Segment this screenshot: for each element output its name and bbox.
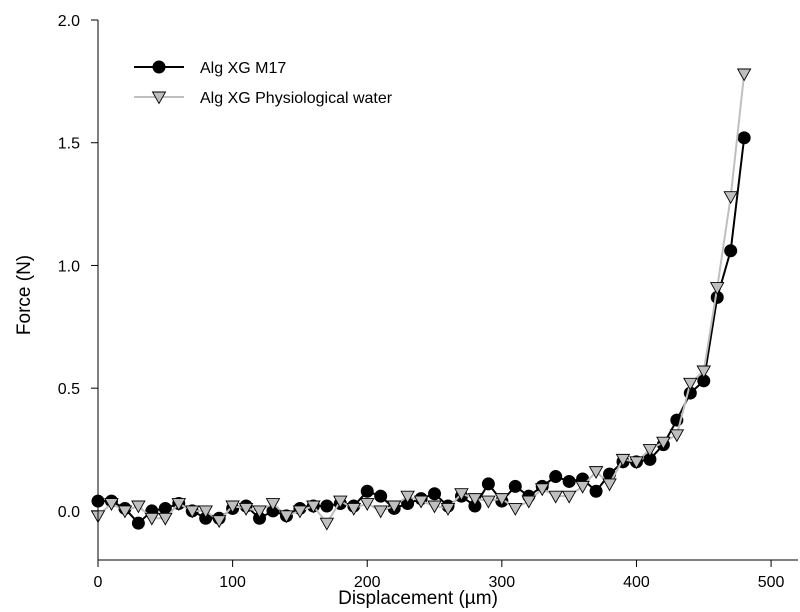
data-point bbox=[642, 444, 658, 457]
data-point bbox=[724, 244, 738, 258]
legend-entry: Alg XG Physiological water bbox=[134, 90, 393, 107]
data-point bbox=[400, 490, 415, 504]
x-tick-label: 500 bbox=[758, 574, 785, 591]
x-axis-label: Displacement (µm) bbox=[338, 588, 498, 609]
data-point bbox=[481, 477, 495, 491]
data-point bbox=[158, 512, 173, 526]
data-point bbox=[562, 474, 576, 488]
data-point bbox=[144, 512, 160, 526]
data-point bbox=[683, 377, 698, 391]
data-point bbox=[723, 191, 738, 205]
data-point bbox=[184, 505, 200, 519]
data-point bbox=[454, 488, 469, 502]
axes: 0 100 200 300 400 500 0.0 0.5 1.0 1.5 2.0 bbox=[58, 13, 798, 591]
y-tick-label: 1.5 bbox=[58, 136, 80, 153]
x-tick-label: 200 bbox=[354, 574, 381, 591]
data-point bbox=[346, 503, 362, 516]
data-point bbox=[428, 487, 442, 501]
data-point bbox=[736, 68, 752, 82]
data-point bbox=[548, 490, 563, 504]
data-point bbox=[737, 131, 751, 145]
data-point bbox=[292, 505, 308, 519]
data-point bbox=[360, 484, 374, 498]
legend-label: Alg XG M17 bbox=[200, 60, 286, 77]
data-point bbox=[238, 503, 254, 516]
series-1 bbox=[91, 131, 751, 530]
data-point bbox=[252, 505, 267, 519]
legend-entry: Alg XG M17 bbox=[134, 60, 286, 77]
data-point bbox=[374, 489, 388, 503]
x-tick-label: 0 bbox=[94, 574, 103, 591]
data-point bbox=[413, 495, 429, 509]
data-point bbox=[440, 503, 456, 516]
data-point bbox=[589, 484, 603, 498]
legend-label: Alg XG Physiological water bbox=[200, 90, 393, 107]
series-line bbox=[98, 137, 746, 525]
series-2 bbox=[90, 68, 752, 531]
data-point bbox=[588, 466, 604, 480]
data-point bbox=[549, 470, 563, 484]
plot-area bbox=[90, 68, 752, 531]
data-point bbox=[481, 495, 496, 509]
x-tick-label: 400 bbox=[623, 574, 650, 591]
data-point bbox=[534, 483, 550, 497]
data-point bbox=[359, 498, 375, 511]
data-point bbox=[279, 510, 294, 524]
data-point bbox=[333, 495, 348, 509]
y-tick-label: 1.0 bbox=[58, 258, 80, 275]
data-point bbox=[575, 480, 590, 494]
y-tick-label: 0.5 bbox=[58, 381, 80, 398]
data-point bbox=[602, 478, 617, 492]
legend-marker bbox=[151, 91, 167, 105]
data-point bbox=[117, 505, 133, 519]
data-point bbox=[508, 503, 523, 516]
data-point bbox=[709, 282, 725, 295]
data-point bbox=[427, 500, 442, 514]
data-point bbox=[669, 429, 685, 443]
data-point bbox=[306, 500, 321, 514]
data-point bbox=[467, 493, 483, 507]
data-point bbox=[225, 500, 240, 514]
x-tick-label: 300 bbox=[488, 574, 515, 591]
data-point bbox=[386, 500, 402, 514]
data-point bbox=[265, 498, 281, 511]
x-tick-label: 100 bbox=[219, 574, 246, 591]
data-point bbox=[615, 453, 631, 467]
data-point bbox=[508, 479, 522, 493]
data-point bbox=[521, 495, 537, 509]
data-point bbox=[211, 515, 227, 529]
y-tick-label: 2.0 bbox=[58, 13, 80, 30]
data-point bbox=[656, 436, 671, 450]
legend: Alg XG M17 Alg XG Physiological water bbox=[134, 60, 393, 107]
data-point bbox=[319, 517, 335, 531]
data-point bbox=[131, 516, 145, 530]
data-point bbox=[373, 505, 388, 519]
data-point bbox=[104, 498, 119, 511]
data-point bbox=[696, 365, 712, 379]
data-point bbox=[629, 456, 644, 470]
y-tick-label: 0.0 bbox=[58, 504, 80, 521]
data-point bbox=[171, 498, 187, 511]
legend-marker bbox=[152, 60, 166, 74]
data-point bbox=[131, 500, 146, 514]
y-axis-label: Force (N) bbox=[14, 255, 35, 335]
data-point bbox=[320, 499, 334, 513]
data-point bbox=[494, 493, 510, 507]
data-point bbox=[198, 505, 213, 519]
data-point bbox=[561, 490, 577, 504]
